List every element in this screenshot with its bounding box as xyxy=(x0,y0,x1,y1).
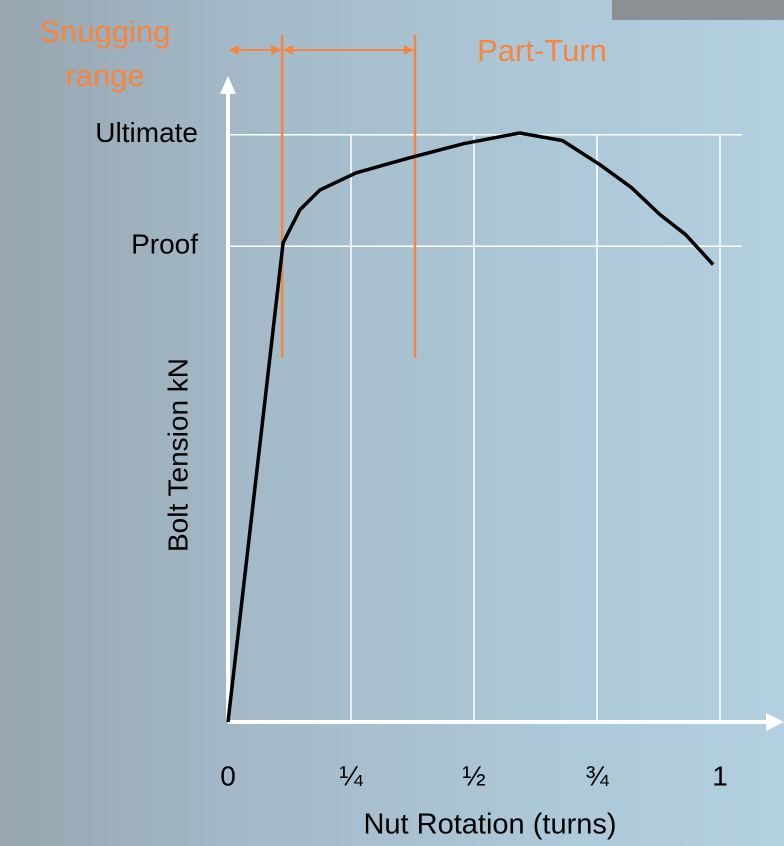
y-axis-arrow xyxy=(220,76,236,94)
photo-corner xyxy=(612,0,784,20)
y-tick-label: Proof xyxy=(131,229,198,260)
x-axis-label: Nut Rotation (turns) xyxy=(363,809,616,841)
range-label: Part-Turn xyxy=(477,33,607,68)
x-tick-label: ¼ xyxy=(339,760,363,791)
y-axis-label: Bolt Tension kN xyxy=(162,358,193,552)
range-label: Snugging range xyxy=(39,14,171,93)
x-tick-label: 0 xyxy=(220,760,236,791)
y-tick-label: Ultimate xyxy=(95,117,198,148)
x-tick-label: 1 xyxy=(712,760,728,791)
line xyxy=(226,131,715,723)
x-tick-label: ½ xyxy=(462,760,485,791)
x-axis-arrow xyxy=(766,713,784,731)
x-tick-label: ¾ xyxy=(585,760,609,791)
